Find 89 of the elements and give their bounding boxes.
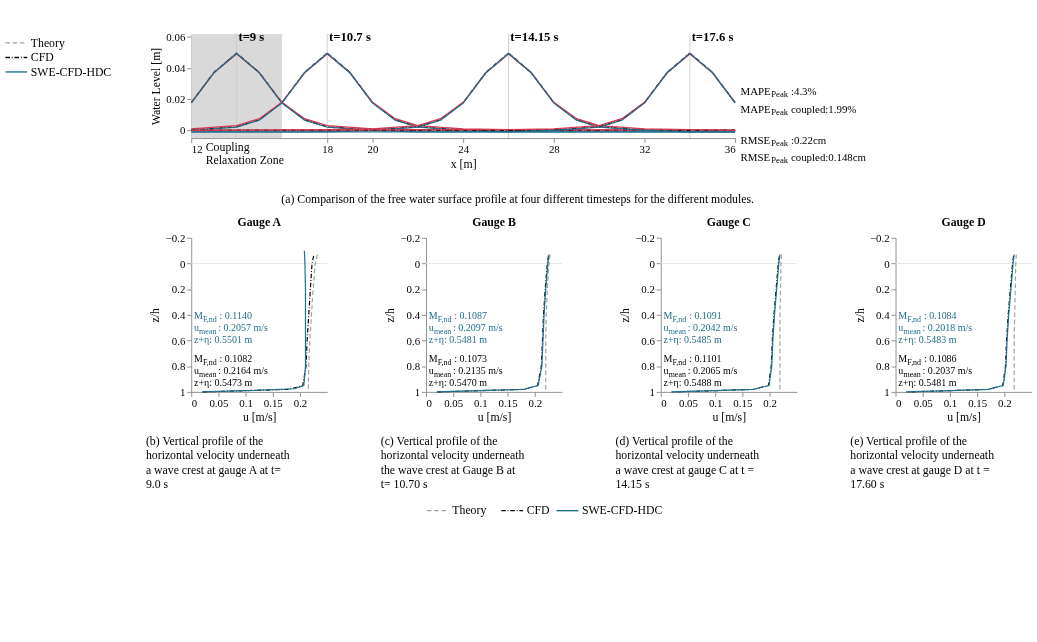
legend-label: Theory	[452, 504, 487, 518]
x-tick-label: 24	[458, 143, 470, 156]
annotation: t=14.15 s	[510, 29, 559, 44]
chart-title: Gauge C	[706, 216, 751, 230]
y-axis-title: z/h	[853, 308, 867, 323]
x-tick-label: 20	[367, 143, 380, 156]
text: (b) Vertical profile of the horizontal velocity underneath a wave crest at gauge A at t= 9.0 s	[145, 434, 290, 492]
y-tick-label: 0.4	[876, 308, 891, 321]
band-label: Coupling Relaxation Zone	[205, 140, 284, 168]
x-tick-label: 0.05	[444, 396, 464, 409]
x-tick-label: 0.15	[968, 396, 988, 409]
y-tick-label: 0.2	[406, 283, 421, 296]
y-tick-label: 0.6	[171, 334, 186, 347]
x-axis-title: u [m/s]	[242, 411, 277, 425]
y-tick-label: 0	[649, 257, 656, 270]
text: (d) Vertical profile of the horizontal velocity underneath a wave crest at gauge C at t = 14.15 s	[615, 434, 760, 492]
y-tick-label: 0.06	[166, 31, 186, 44]
x-tick-label: 0	[661, 396, 668, 409]
x-tick-label: 0.2	[528, 396, 543, 409]
x-tick-label: 0.1	[943, 396, 958, 409]
y-tick-label: 1	[414, 386, 421, 399]
legend-label: Theory	[30, 36, 65, 50]
chart-title: Gauge D	[941, 216, 986, 230]
x-tick-label: 0.05	[913, 396, 933, 409]
chart-title: Gauge A	[237, 216, 282, 230]
y-tick-label: −0.2	[400, 231, 421, 244]
y-tick-label: 0	[414, 257, 421, 270]
annotation: t=10.7 s	[329, 29, 371, 44]
y-tick-label: −0.2	[870, 231, 890, 244]
y-tick-label: 0.8	[641, 360, 656, 373]
x-tick-label: 0.15	[733, 396, 753, 409]
y-tick-label: 0.2	[641, 283, 655, 296]
y-tick-label: 0	[179, 257, 186, 270]
y-tick-label: −0.2	[635, 231, 655, 244]
text: (a) Comparison of the free water surface profile at four different timesteps for the different modules.	[281, 193, 754, 207]
y-tick-label: 0.4	[171, 308, 186, 321]
y-tick-label: 1	[179, 386, 186, 399]
text: (e) Vertical profile of the horizontal velocity underneath a wave crest at gauge D at t = 17.60 s	[850, 434, 995, 492]
y-tick-label: 0.6	[641, 334, 656, 347]
x-tick-label: 0.05	[678, 396, 698, 409]
x-axis-title: x [m]	[450, 157, 477, 171]
legend-label: CFD	[30, 51, 55, 65]
y-tick-label: 1	[884, 386, 890, 399]
x-tick-label: 0.15	[498, 396, 518, 409]
y-tick-label: 0.2	[171, 283, 186, 296]
y-tick-label: 0.6	[406, 334, 421, 347]
x-tick-label: 0	[896, 396, 903, 409]
y-tick-label: 1	[649, 386, 655, 399]
x-tick-label: 0	[426, 396, 433, 409]
y-axis-title: z/h	[384, 308, 398, 323]
y-tick-label: 0.8	[876, 360, 891, 373]
x-axis-title: u [m/s]	[712, 411, 747, 425]
x-tick-label: 0.1	[239, 396, 253, 409]
y-tick-label: 0	[884, 257, 891, 270]
legend-label: SWE-CFD-HDC	[30, 65, 112, 79]
y-tick-label: 0.02	[166, 93, 186, 106]
y-tick-label: 0.8	[406, 360, 421, 373]
text: (c) Vertical profile of the horizontal velocity underneath the wave crest at Gauge B at t= 10.70 s	[380, 434, 525, 492]
x-tick-label: 0.15	[263, 396, 283, 409]
annotation: t=9 s	[238, 29, 265, 44]
x-tick-label: 28	[548, 143, 561, 156]
y-tick-label: 0.4	[406, 308, 421, 321]
y-tick-label: −0.2	[165, 231, 186, 244]
legend-label: SWE-CFD-HDC	[581, 504, 663, 518]
x-tick-label: 0.2	[998, 396, 1012, 409]
x-axis-title: u [m/s]	[947, 411, 981, 425]
y-axis-title: z/h	[618, 308, 632, 323]
x-tick-label: 0.1	[708, 396, 723, 409]
x-tick-label: 32	[639, 143, 651, 156]
x-axis-title: u [m/s]	[477, 411, 512, 425]
y-tick-label: 0.4	[641, 308, 656, 321]
x-tick-label: 18	[322, 143, 334, 156]
x-tick-label: 0.2	[293, 396, 308, 409]
y-tick-label: 0.2	[876, 283, 890, 296]
x-tick-label: 0.1	[474, 396, 488, 409]
x-tick-label: 12	[191, 143, 203, 156]
chart-title: Gauge B	[472, 216, 516, 230]
x-tick-label: 36	[724, 143, 737, 156]
x-tick-label: 0.05	[209, 396, 229, 409]
y-axis-title: z/h	[149, 308, 163, 323]
y-axis-title: Water Level [m]	[149, 47, 163, 126]
y-tick-label: 0	[179, 124, 186, 137]
legend-label: CFD	[526, 504, 551, 518]
x-tick-label: 0.2	[763, 396, 777, 409]
y-tick-label: 0.04	[166, 62, 186, 75]
annotation: t=17.6 s	[691, 29, 734, 44]
x-tick-label: 0	[191, 396, 198, 409]
y-tick-label: 0.6	[876, 334, 891, 347]
y-tick-label: 0.8	[171, 360, 186, 373]
